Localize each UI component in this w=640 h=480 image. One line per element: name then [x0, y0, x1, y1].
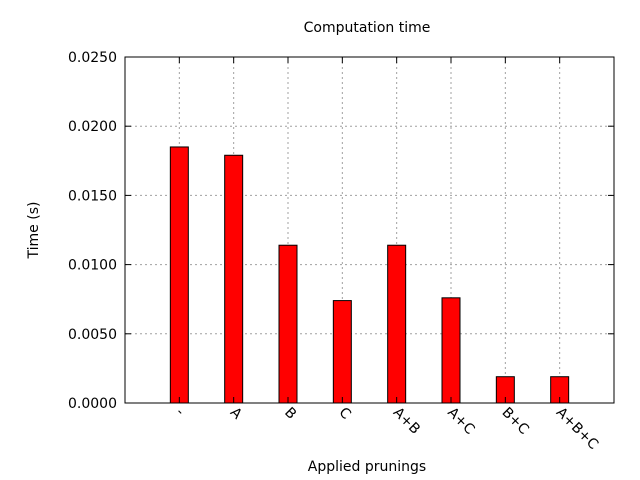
plot-frame — [124, 56, 615, 404]
x-tick-label: C — [336, 405, 354, 423]
bar-a-plus-c — [441, 297, 461, 404]
x-tick-label: - — [173, 405, 188, 420]
y-tick-label: 0.0100 — [68, 258, 117, 274]
grid — [125, 57, 614, 403]
y-tick-label: 0.0150 — [68, 188, 117, 204]
x-tick-label: A — [227, 405, 245, 423]
bars — [169, 146, 570, 404]
chart-title: Computation time — [304, 20, 431, 36]
y-tick-label: 0.0000 — [68, 396, 117, 412]
bar-b — [278, 244, 298, 404]
y-tick-label: 0.0200 — [68, 119, 117, 135]
bar-a-plus-b — [387, 244, 407, 404]
x-tick-label: A+B — [390, 405, 423, 438]
bar-a — [224, 154, 244, 404]
x-axis-label: Applied prunings — [308, 459, 426, 475]
x-tick-label: B — [281, 405, 299, 423]
x-tick-label: A+B+C — [553, 405, 602, 454]
x-tick-label: B+C — [499, 405, 532, 438]
y-tick-label: 0.0050 — [68, 327, 117, 343]
y-axis-label: Time (s) — [26, 202, 42, 260]
bar-- — [169, 146, 189, 404]
x-tick-label: A+C — [444, 405, 477, 438]
y-tick-label: 0.0250 — [68, 50, 117, 66]
bar-c — [332, 300, 352, 404]
